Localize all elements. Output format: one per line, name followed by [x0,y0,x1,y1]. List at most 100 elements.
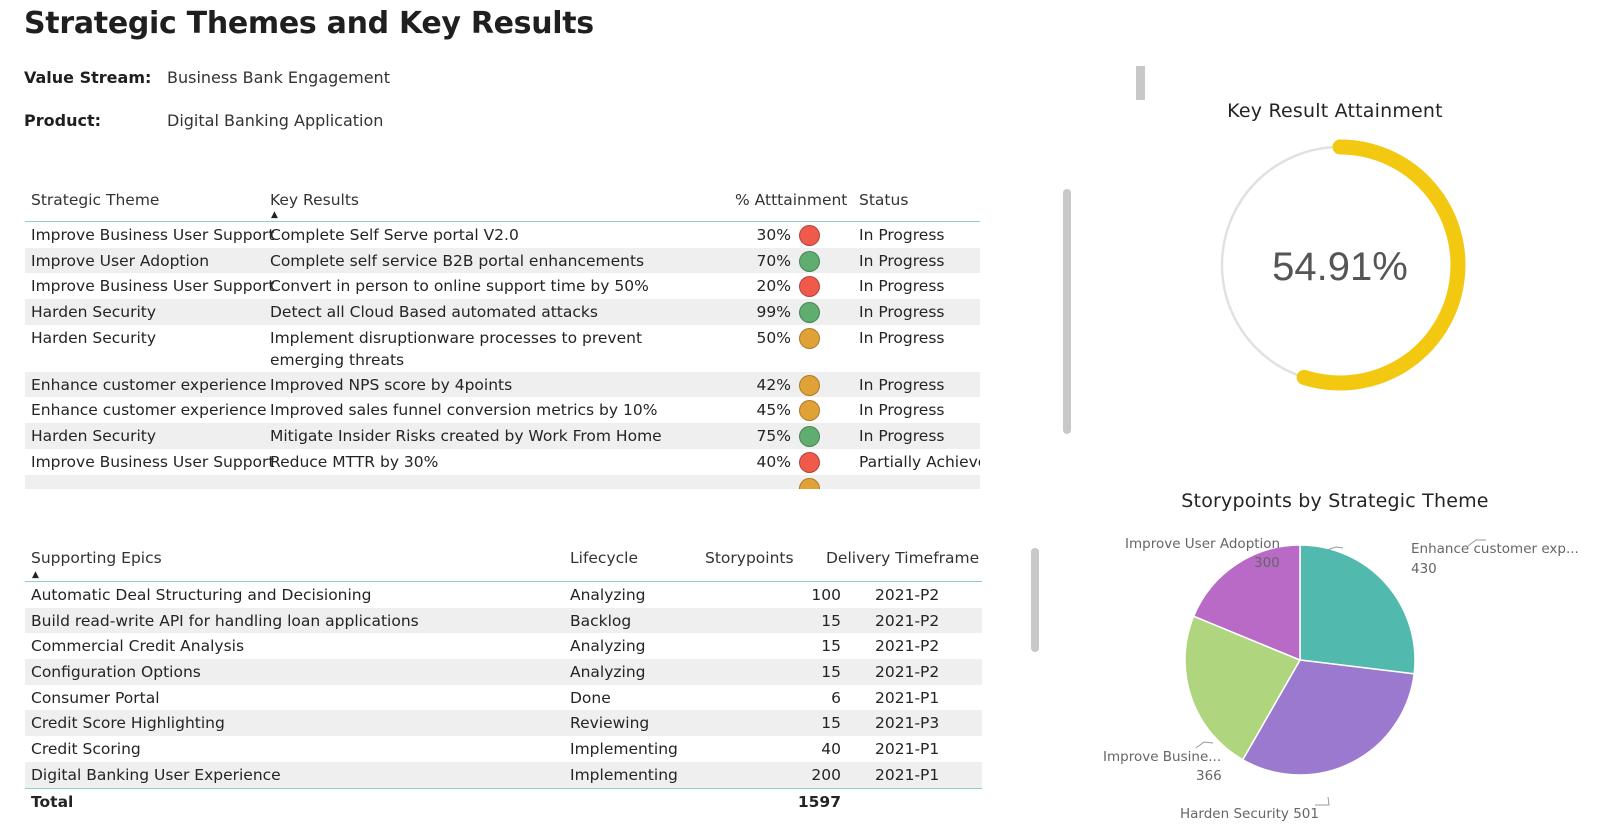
cell-storypoints: 15 [821,611,841,630]
header-status[interactable]: Status [859,191,909,209]
table-row[interactable]: Automatic Deal Structuring and Decisioni… [25,582,982,608]
cell-status: Partially Achieved [859,452,980,471]
cell-epic: Build read-write API for handling loan a… [31,611,419,630]
pie-label-harden-security: Harden Security 501 [1180,806,1319,822]
header-delivery-timeframe[interactable]: Delivery Timeframe [826,549,980,567]
header-key-results[interactable]: Key Results [270,191,359,209]
sort-ascending-icon: ▲ [32,570,39,580]
status-indicator-icon [799,477,820,489]
epics-scrollbar[interactable] [1031,548,1039,652]
cell-strategic-theme: Harden Security [31,303,157,322]
pie-slice-0[interactable] [1299,544,1416,675]
header-storypoints[interactable]: Storypoints [705,549,794,567]
table-row-partial [25,474,980,489]
gauge-value: 54.91% [1272,245,1408,289]
cell-attainment: 45% [756,401,791,420]
cell-strategic-theme: Improve Business User Support [31,277,275,296]
pie-slice-2[interactable] [1184,615,1302,761]
cell-storypoints: 15 [821,714,841,733]
cell-storypoints: 15 [821,663,841,682]
table-row[interactable]: Digital Banking User Experience Implement… [25,761,982,788]
pie-label-harden-security-text: Harden Security [1180,806,1289,822]
status-indicator-icon [799,400,820,422]
header-lifecycle[interactable]: Lifecycle [570,549,638,567]
cell-lifecycle: Implementing [570,740,678,759]
cell-epic: Configuration Options [31,663,201,682]
cell-status: In Progress [859,427,945,446]
cell-attainment: 40% [756,452,791,471]
storypoints-pie-chart [1184,539,1486,806]
header-strategic-theme[interactable]: Strategic Theme [31,191,160,209]
status-indicator-icon [799,426,820,448]
cell-delivery-timeframe: 2021-P2 [875,637,940,656]
cell-key-result: Improved sales funnel conversion metrics… [270,401,658,420]
cell-attainment: 99% [756,303,791,322]
pie-slice-3[interactable] [1192,544,1301,662]
total-storypoints: 1597 [797,792,841,811]
cell-lifecycle: Backlog [570,611,632,630]
cell-attainment: 42% [756,375,791,394]
cell-attainment: 20% [756,277,791,296]
cell-key-result: Reduce MTTR by 30% [270,452,439,471]
cell-key-result: Implement disruptionware processes to pr… [270,328,643,369]
cell-strategic-theme: Harden Security [31,328,157,347]
header-attainment[interactable]: % Atttainment [735,191,848,209]
pie-label-enhance-customer: Enhance customer exp... [1411,541,1579,557]
visual-scroll-handle[interactable] [1136,66,1145,100]
cell-lifecycle: Analyzing [570,586,646,604]
cell-delivery-timeframe: 2021-P2 [875,611,940,630]
cell-attainment: 70% [756,251,791,270]
cell-attainment: 50% [756,328,791,347]
key-results-scrollbar[interactable] [1063,189,1071,434]
table-row[interactable]: Harden Security Detect all Cloud Based au… [25,299,980,325]
cell-delivery-timeframe: 2021-P2 [875,663,940,682]
table-row[interactable]: Build read-write API for handling loan a… [25,607,982,634]
cell-strategic-theme: Enhance customer experience [31,375,267,394]
status-indicator-icon [799,374,820,396]
cell-epic: Commercial Credit Analysis [31,637,245,656]
cell-strategic-theme: Harden Security [31,427,157,446]
pie-value-enhance-customer: 430 [1411,561,1437,577]
cell-lifecycle: Analyzing [570,663,646,682]
cell-lifecycle: Implementing [570,765,678,784]
table-row[interactable]: Improve User Adoption Complete self servi… [25,247,980,274]
table-row[interactable]: Configuration Options Analyzing 15 2021-P2 [25,659,982,685]
pie-slice-1[interactable] [1241,659,1415,776]
cell-status: In Progress [859,401,945,420]
table-row[interactable]: Harden Security Mitigate Insider Risks cr… [25,423,980,449]
cell-status: In Progress [859,375,945,394]
table-row[interactable]: Improve Business User Support Reduce MTTR… [25,449,980,475]
cell-strategic-theme: Improve Business User Support [31,452,275,471]
cell-key-result: Complete Self Serve portal V2.0 [270,226,519,244]
product-label: Product: [24,111,101,130]
table-row[interactable]: Enhance customer experience Improved sale… [25,397,980,423]
table-row[interactable]: Improve Business User Support Complete Se… [25,222,980,248]
leader-line-improve-user-adoption [1326,546,1344,551]
table-row[interactable]: Enhance customer experience Improved NPS … [25,371,980,398]
table-row[interactable]: Commercial Credit Analysis Analyzing 15 202… [25,633,982,659]
cell-epic: Credit Score Highlighting [31,714,225,733]
table-row[interactable]: Harden Security Implement disruptionware … [25,325,980,372]
supporting-epics-table[interactable]: Supporting Epics ▲ Lifecycle Storypoints… [25,537,982,817]
key-results-table[interactable]: Strategic Theme Key Results ▲ % Atttainm… [25,179,980,489]
table-row[interactable]: Consumer Portal Done 6 2021-P1 [25,685,982,711]
cell-lifecycle: Reviewing [570,714,650,733]
status-indicator-icon [799,225,820,246]
table-row[interactable]: Credit Score Highlighting Reviewing 15 2021… [25,710,982,737]
cell-delivery-timeframe: 2021-P3 [875,714,940,733]
cell-status: In Progress [859,251,945,270]
epics-total-row: Total 1597 [25,787,982,816]
header-supporting-epics[interactable]: Supporting Epics [31,549,162,567]
gauge-fill-arc [1296,139,1466,391]
pie-label-improve-business: Improve Busine... [1103,749,1222,765]
table-row[interactable]: Improve Business User Support Convert in … [25,273,980,299]
cell-epic: Digital Banking User Experience [31,765,281,784]
gauge-title: Key Result Attainment [1227,100,1443,122]
table-row[interactable]: Credit Scoring Implementing 40 2021-P1 [25,736,982,762]
leader-line-enhance-customer [1467,539,1486,547]
cell-key-result: Detect all Cloud Based automated attacks [270,303,598,322]
cell-delivery-timeframe: 2021-P2 [875,586,940,604]
leader-line-improve-business [1195,741,1214,749]
product-value: Digital Banking Application [167,111,384,130]
pie-label-improve-user-adoption: Improve User Adoption [1125,536,1281,552]
